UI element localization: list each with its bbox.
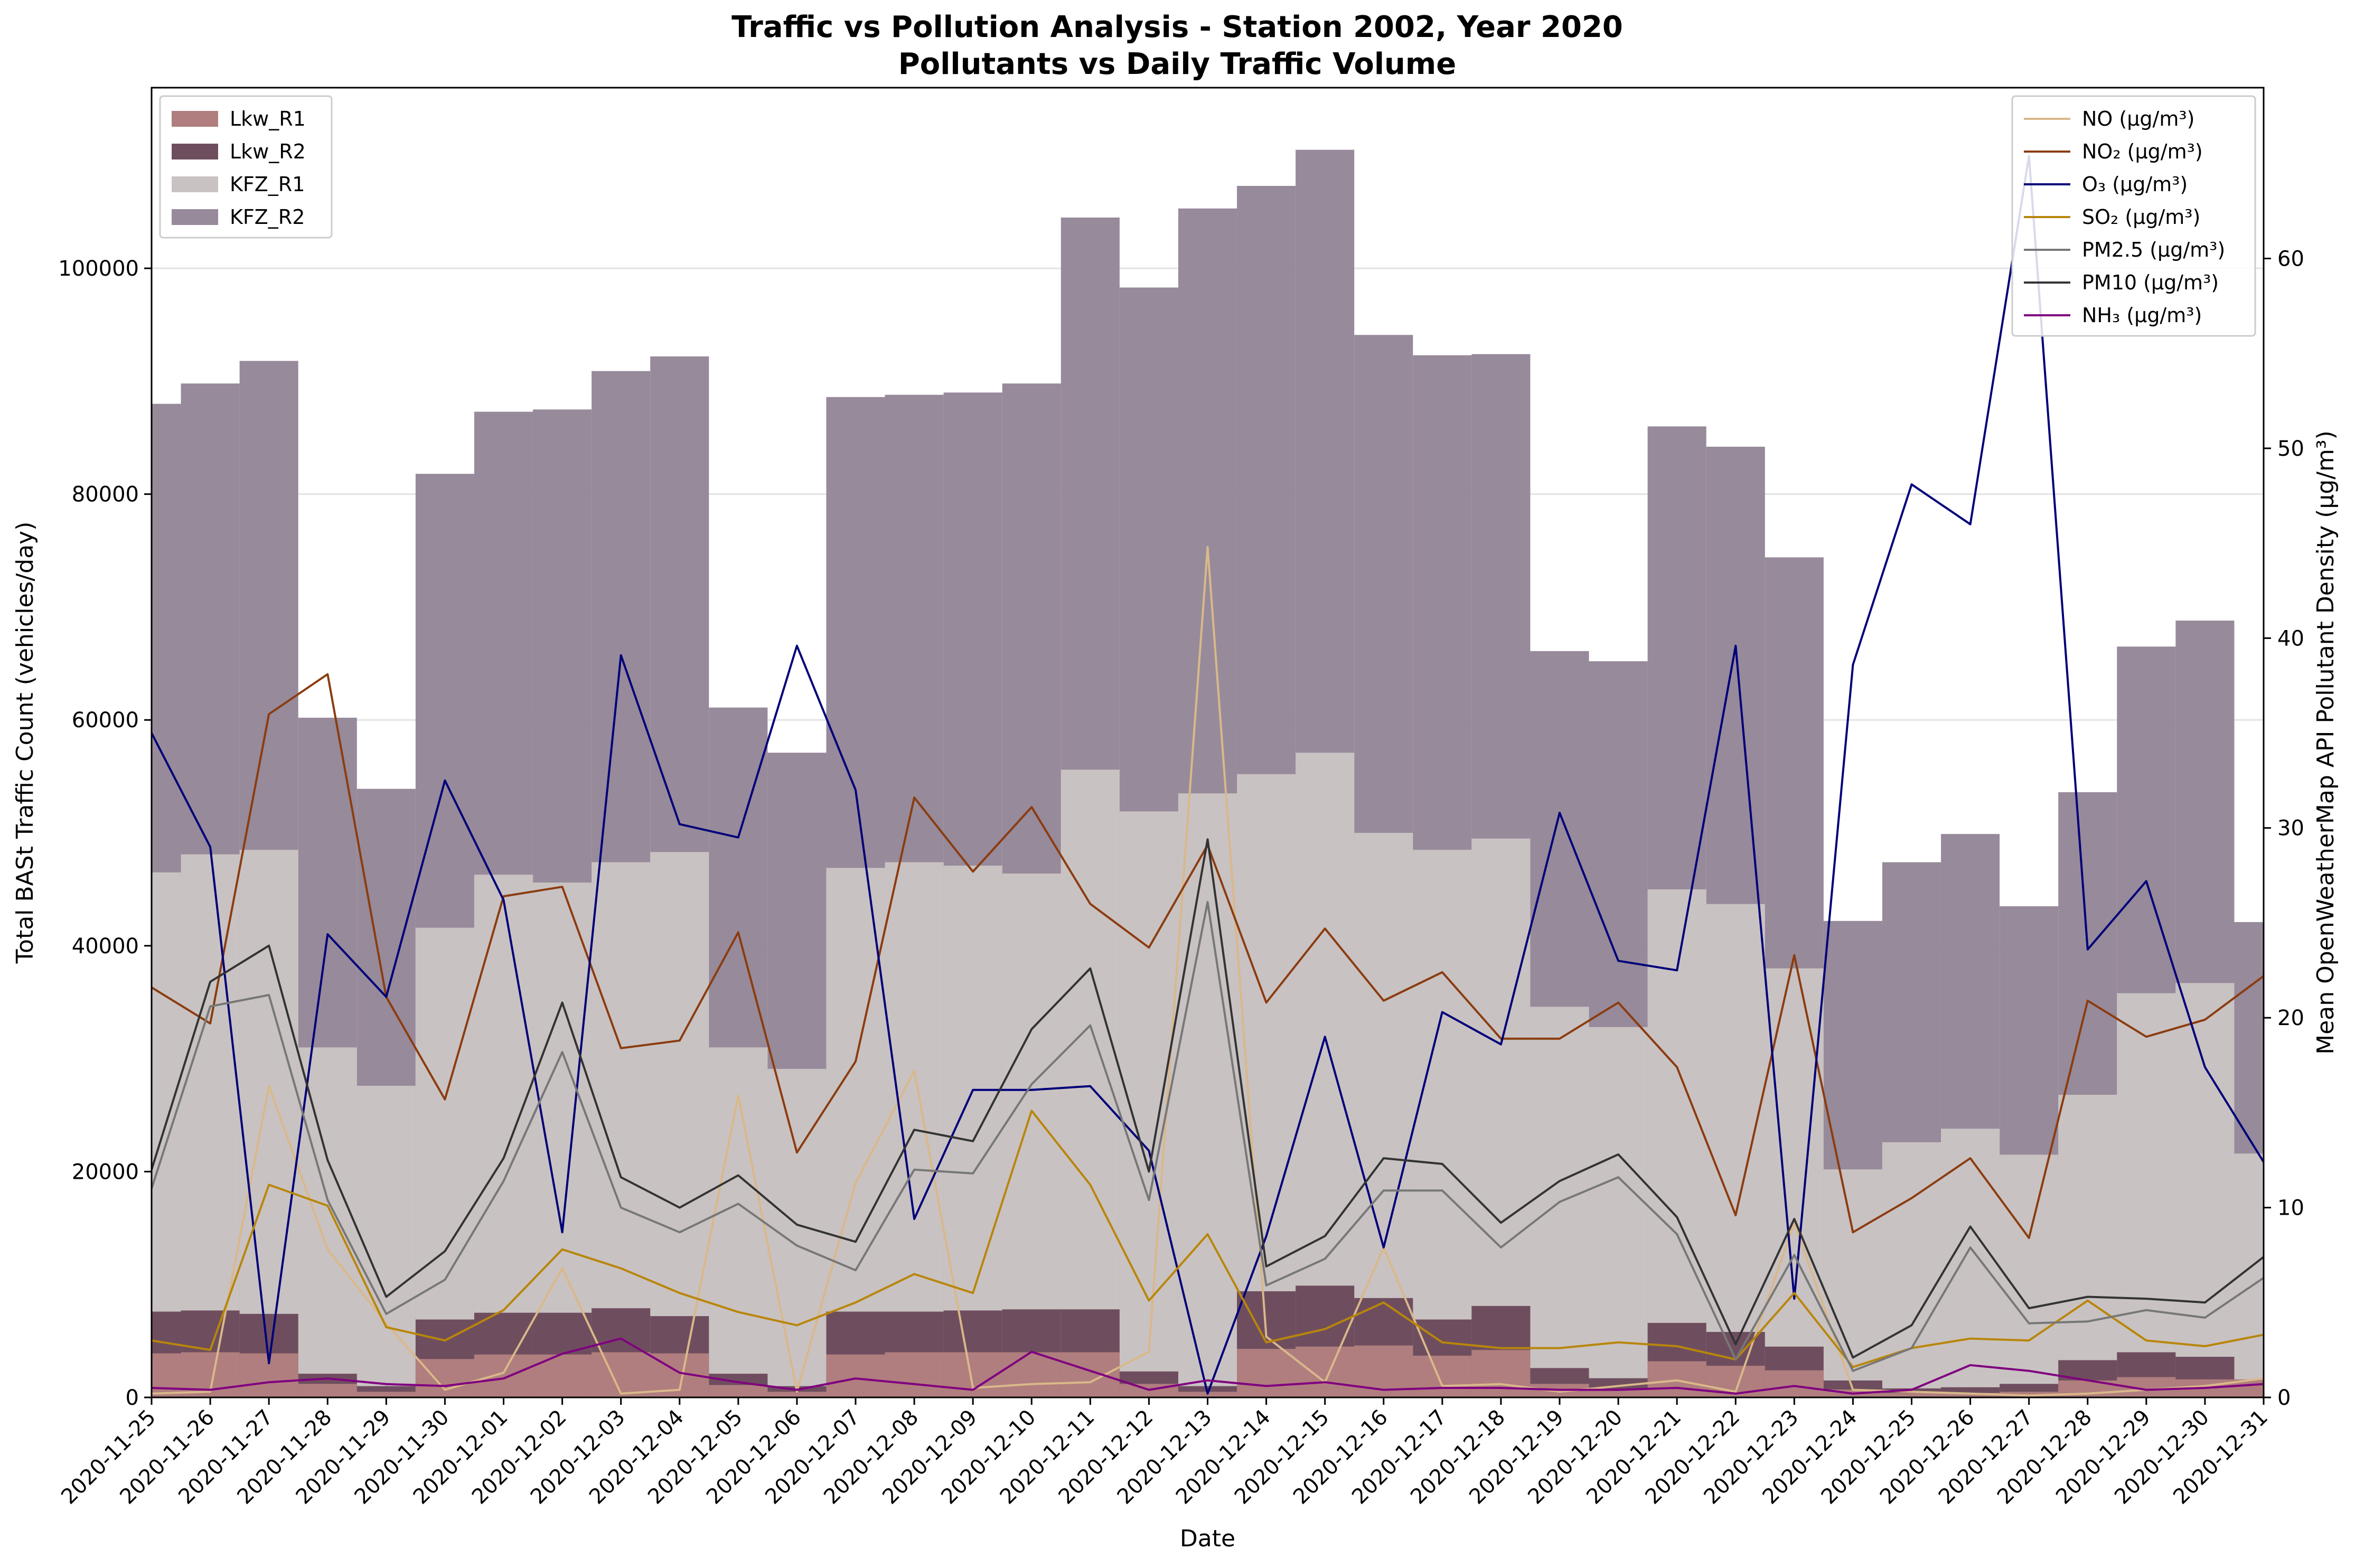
bar-lkw-r1 [885,1352,944,1397]
y-tick-label-right: 30 [2277,816,2304,841]
bar-kfz-r1 [1941,1129,2000,1397]
line-layer [152,155,2264,1397]
bar-lkw-r1 [1002,1352,1061,1397]
legend-label: PM10 (µg/m³) [2082,271,2219,294]
bar-kfz-r1 [2117,993,2176,1397]
y-tick-label-left: 80000 [72,483,139,507]
y-tick-label-right: 60 [2277,247,2304,271]
legend-label: KFZ_R2 [230,205,305,229]
bar-kfz-r1 [709,1047,768,1397]
bar-lkw-r1 [1296,1346,1355,1397]
legend-label: NH₃ (µg/m³) [2082,304,2202,327]
bar-kfz-r1 [767,1068,827,1397]
bar-kfz-r1 [415,927,474,1397]
bar-kfz-r1 [298,1047,357,1397]
line-nh [152,1337,2264,1395]
legend-label: O₃ (µg/m³) [2082,173,2188,196]
y-tick-label-right: 20 [2277,1006,2304,1030]
bar-kfz-r1 [1589,1027,1648,1397]
bar-lkw-r1 [1237,1349,1296,1397]
bar-kfz-r1 [1882,1142,1941,1397]
y-axis-label-right: Mean OpenWeatherMap API Pollutant Densit… [2312,430,2339,1055]
bar-lkw-r1 [1471,1350,1531,1397]
legend-label: SO₂ (µg/m³) [2082,205,2200,229]
legend-label: NO₂ (µg/m³) [2082,140,2203,163]
bar-lkw-r1 [1941,1393,2000,1397]
bar-kfz-r1 [1471,838,1531,1397]
chart-subtitle: Pollutants vs Daily Traffic Volume [898,47,1457,81]
y-tick-label-right: 0 [2277,1386,2291,1410]
bar-kfz-r1 [1765,968,1824,1397]
legend-pollutants-box [2011,95,2256,337]
bar-kfz-r1 [181,854,240,1397]
legend-swatch [172,209,218,225]
bar-lkw-r1 [1413,1355,1472,1397]
legend-traffic-box [159,95,333,239]
legend-swatch [172,111,218,127]
y-tick-label-left: 100000 [58,257,139,281]
bar-kfz-r1 [1647,889,1706,1397]
line-no [152,546,2264,1397]
legend-label: Lkw_R2 [230,140,306,163]
bar-lkw-r1 [415,1359,474,1397]
bar-kfz-r1 [650,852,709,1397]
bar-lkw-r1 [1765,1370,1824,1397]
bar-kfz-r1 [239,850,298,1397]
y-tick-label-left: 0 [126,1386,139,1410]
bar-kfz-r1 [152,872,181,1397]
line-o [152,155,2264,1395]
bar-lkw-r1 [1061,1352,1120,1397]
line-pm25 [152,900,2264,1372]
bar-kfz-r1 [2175,983,2235,1397]
bar-lkw-r1 [1589,1389,1648,1397]
bar-kfz-r1 [1119,811,1178,1397]
legend-swatch [172,144,218,159]
legend-label: KFZ_R1 [230,173,305,196]
y-tick-label-right: 50 [2277,437,2304,461]
bar-lkw-r1 [533,1354,592,1397]
line-pm10 [152,838,2264,1359]
bar-lkw-r1 [474,1354,533,1397]
legend-traffic: Lkw_R1 Lkw_R2 KFZ_R1 KFZ_R2 [159,95,333,239]
bar-lkw-r1 [709,1385,768,1397]
y-tick-label-left: 60000 [72,708,139,733]
bar-kfz-r1 [2058,1095,2117,1397]
bar-lkw-r1 [356,1392,416,1397]
bar-kfz-r1 [2000,1154,2059,1397]
bar-lkw-r1 [1882,1393,1941,1397]
bar-lkw-r1 [298,1384,357,1397]
bar-kfz-r1 [1413,850,1472,1397]
bar-lkw-r1 [592,1352,651,1397]
y-tick-label-left: 20000 [72,1160,139,1184]
y-axis-label-left: Total BASt Traffic Count (vehicles/day) [12,522,39,964]
legend-label: NO (µg/m³) [2082,107,2194,130]
y-tick-label-right: 10 [2277,1196,2304,1220]
x-axis-label: Date [1180,1525,1235,1552]
legend-label: Lkw_R1 [230,107,306,130]
bar-lkw-r1 [767,1392,827,1397]
legend-label: PM2.5 (µg/m³) [2082,238,2225,261]
bar-kfz-r1 [1178,793,1237,1397]
bar-kfz-r1 [356,1085,416,1397]
bar-kfz-r1 [1823,1169,1882,1397]
chart-title: Traffic vs Pollution Analysis - Station … [731,10,1623,44]
y-tick-label-right: 40 [2277,626,2304,651]
legend-swatch [172,176,218,192]
y-tick-label-left: 40000 [72,934,139,959]
legend-pollutants: NO (µg/m³) NO₂ (µg/m³) O₃ (µg/m³) SO₂ (µg/m… [2011,95,2256,337]
bar-lkw-r1 [826,1354,885,1397]
bar-lkw-r1 [152,1353,181,1397]
